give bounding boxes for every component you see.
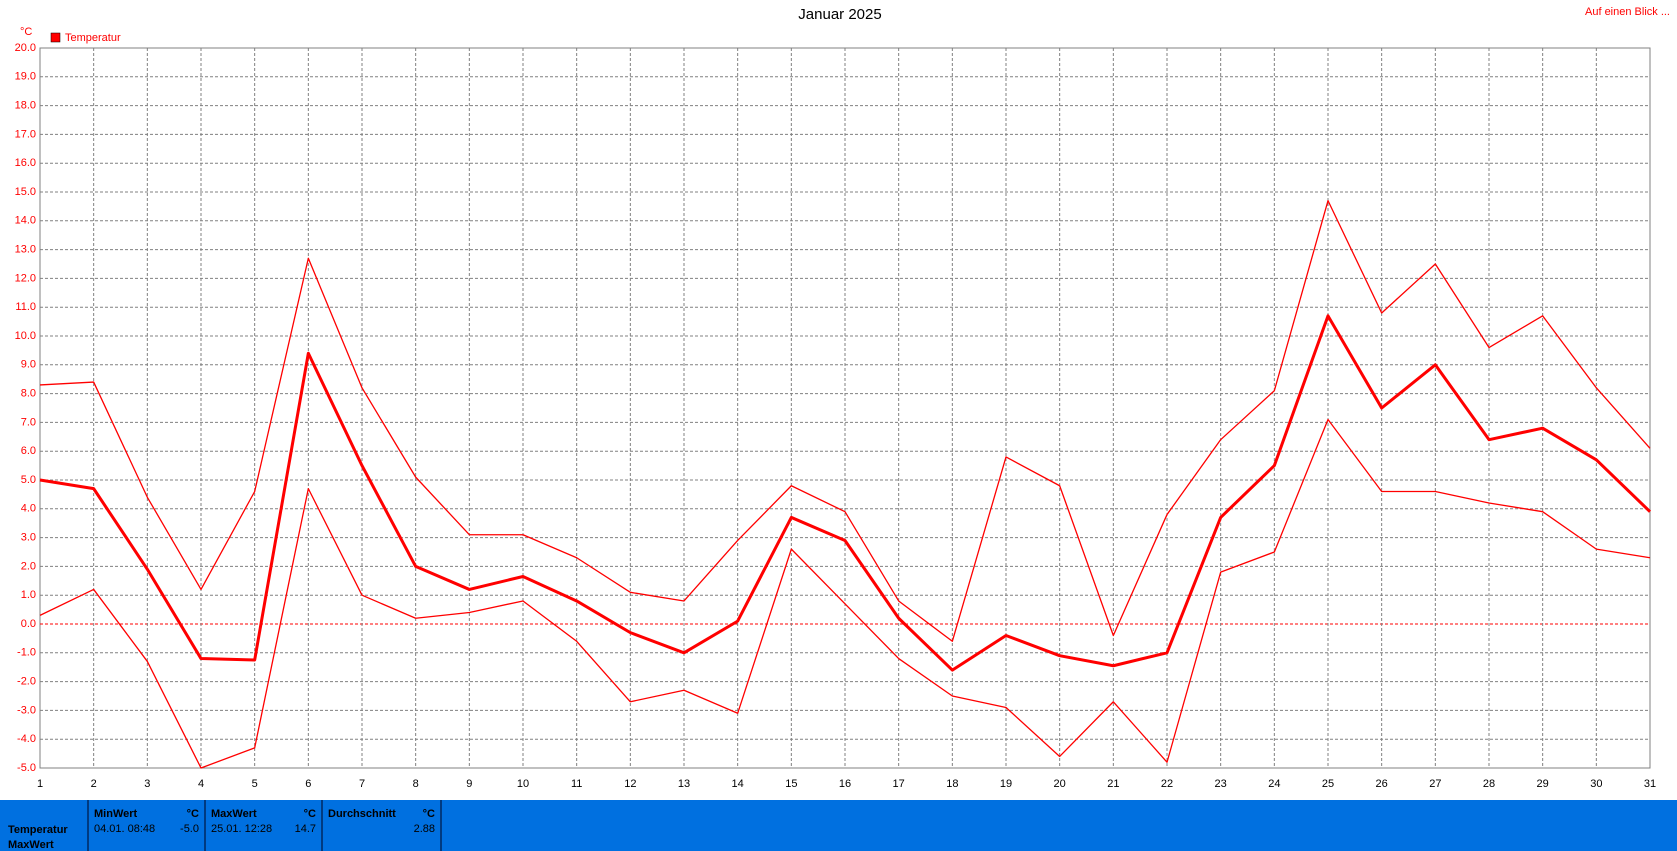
stats-bar <box>0 800 1677 851</box>
x-tick-label: 9 <box>466 778 472 790</box>
stats-heading: Durchschnitt <box>328 808 396 820</box>
x-tick-label: 18 <box>946 778 958 790</box>
x-tick-label: 1 <box>37 778 43 790</box>
legend-swatch <box>50 32 61 43</box>
line-min <box>39 418 1651 769</box>
x-tick-label: 20 <box>1054 778 1066 790</box>
stats-heading: MinWert <box>94 808 138 820</box>
x-tick-label: 16 <box>839 778 851 790</box>
y-tick-label: 12.0 <box>15 272 36 284</box>
y-tick-label: 7.0 <box>21 416 36 428</box>
y-tick-label: 19.0 <box>15 71 36 83</box>
stats-value: 14.7 <box>295 823 316 835</box>
y-tick-label: 3.0 <box>21 532 36 544</box>
x-tick-label: 22 <box>1161 778 1173 790</box>
x-tick-label: 31 <box>1644 778 1656 790</box>
row-label: Temperatur <box>8 824 68 836</box>
y-tick-label: 15.0 <box>15 186 36 198</box>
x-tick-label: 21 <box>1107 778 1119 790</box>
y-tick-label: 13.0 <box>15 244 36 256</box>
stats-unit: °C <box>304 808 316 820</box>
x-tick-label: 27 <box>1429 778 1441 790</box>
stats-value: 2.88 <box>414 823 435 835</box>
x-tick-label: 30 <box>1590 778 1602 790</box>
y-unit: °C <box>20 26 32 38</box>
x-tick-label: 8 <box>413 778 419 790</box>
stats-time: 04.01. 08:48 <box>94 823 155 835</box>
chart-title: Januar 2025 <box>798 6 881 23</box>
y-tick-label: 2.0 <box>21 560 36 572</box>
y-tick-label: 5.0 <box>21 474 36 486</box>
y-tick-label: 16.0 <box>15 157 36 169</box>
legend-label: Temperatur <box>65 32 121 44</box>
x-tick-label: 7 <box>359 778 365 790</box>
y-tick-label: 11.0 <box>15 301 36 313</box>
x-tick-label: 12 <box>624 778 636 790</box>
y-tick-label: 6.0 <box>21 445 36 457</box>
x-tick-label: 2 <box>91 778 97 790</box>
y-tick-label: -4.0 <box>17 733 36 745</box>
x-tick-label: 5 <box>252 778 258 790</box>
row-label: MaxWert <box>8 839 54 851</box>
x-tick-label: 14 <box>732 778 744 790</box>
stats-time: 25.01. 12:28 <box>211 823 272 835</box>
y-tick-label: 8.0 <box>21 388 36 400</box>
y-tick-label: 10.0 <box>15 330 36 342</box>
x-tick-label: 17 <box>893 778 905 790</box>
stats-value: -5.0 <box>180 823 199 835</box>
y-tick-label: 1.0 <box>21 589 36 601</box>
y-tick-label: -1.0 <box>17 647 36 659</box>
y-tick-label: 9.0 <box>21 359 36 371</box>
stats-heading: MaxWert <box>211 808 257 820</box>
line-values <box>39 314 1652 672</box>
x-tick-label: 23 <box>1215 778 1227 790</box>
x-tick-label: 13 <box>678 778 690 790</box>
stats-unit: °C <box>423 808 435 820</box>
x-tick-label: 29 <box>1537 778 1549 790</box>
x-tick-label: 4 <box>198 778 204 790</box>
y-tick-label: 0.0 <box>21 618 36 630</box>
x-tick-label: 11 <box>571 778 582 790</box>
x-tick-label: 6 <box>305 778 311 790</box>
x-tick-label: 19 <box>1000 778 1012 790</box>
y-tick-label: 14.0 <box>15 215 36 227</box>
x-tick-label: 10 <box>517 778 529 790</box>
corner-link[interactable]: Auf einen Blick ... <box>1585 6 1670 18</box>
y-tick-label: 20.0 <box>15 42 36 54</box>
stats-unit: °C <box>187 808 199 820</box>
y-tick-label: 17.0 <box>15 128 36 140</box>
x-tick-label: 3 <box>144 778 150 790</box>
x-tick-label: 26 <box>1376 778 1388 790</box>
y-tick-label: -3.0 <box>17 704 36 716</box>
x-tick-label: 25 <box>1322 778 1334 790</box>
x-tick-label: 28 <box>1483 778 1495 790</box>
y-tick-label: 4.0 <box>21 503 36 515</box>
x-tick-label: 15 <box>785 778 797 790</box>
x-tick-label: 24 <box>1268 778 1280 790</box>
y-tick-label: 18.0 <box>15 100 36 112</box>
line-max <box>39 199 1651 642</box>
y-tick-label: -2.0 <box>17 676 36 688</box>
y-tick-label: -5.0 <box>17 762 36 774</box>
